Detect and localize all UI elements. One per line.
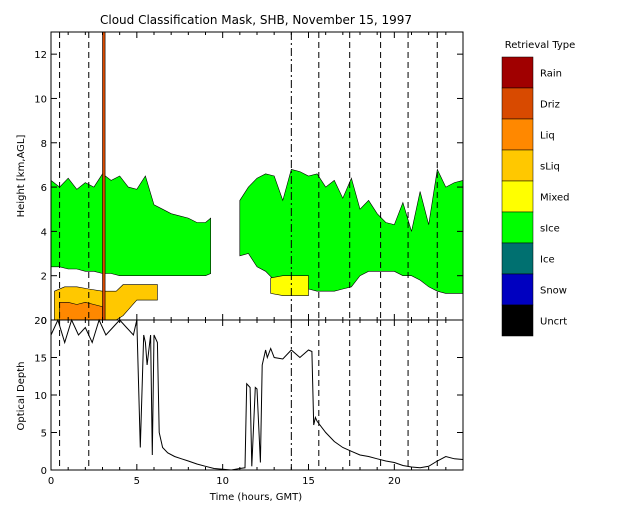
time-markers-top [59,32,438,320]
legend-label-liq: Liq [540,131,555,142]
chart-title: Cloud Classification Mask, SHB, November… [100,13,412,27]
legend-swatch-snow [501,273,534,306]
optical-depth-ytick-label: 5 [41,429,47,440]
legend-swatch-ice [501,242,534,275]
height-axis-label: Height [km,AGL] [16,135,27,218]
height-frame [50,31,464,321]
legend-label-sliq: sLiq [540,162,560,173]
height-panel: 0 2 4 6 8 10 12 Height [km,AGL] [16,31,464,327]
region-sice-0 [50,173,211,276]
optical-depth-xtick-label: 15 [302,476,315,487]
legend-label-driz: Driz [540,100,560,111]
region-liq-0 [59,301,103,321]
legend-swatch-driz [501,87,534,120]
height-ytick-label: 8 [41,139,47,150]
optical-depth-axis-label: Optical Depth [16,362,27,431]
optical-depth-ytick-label: 10 [34,391,47,402]
height-ytick-label: 0 [41,316,47,327]
legend-swatch-rain [501,56,534,89]
legend-label-rain: Rain [540,69,562,80]
time-markers-bottom [59,320,438,470]
legend-swatch-mixed [501,180,534,213]
height-ytick-label: 12 [34,50,47,61]
retrieval-type-legend: Retrieval Type Rain Driz Liq sLiq Mixed sIce I… [501,40,576,337]
region-driz-0 [102,31,106,321]
optical-depth-ytick-label: 15 [34,354,47,365]
optical-depth-xtick-label: 20 [388,476,401,487]
legend-label-sice: sIce [540,224,560,235]
legend-swatch-sliq [501,149,534,182]
optical-depth-xtick-label: 0 [48,476,54,487]
optical-depth-ytick-label: 0 [41,466,47,477]
legend-label-mixed: Mixed [540,193,570,204]
optical-depth-ytick-label: 20 [34,316,47,327]
time-axis-label: Time (hours, GMT) [209,492,303,503]
legend-title: Retrieval Type [505,40,576,51]
height-ytick-label: 10 [34,94,47,105]
optical-depth-xtick-label: 10 [216,476,229,487]
legend-swatch-sice [501,211,534,244]
optical-depth-line-0 [50,318,464,471]
legend-label-ice: Ice [540,255,555,266]
height-ytick-label: 2 [41,272,47,283]
legend-swatch-liq [501,118,534,151]
region-sice-1 [239,168,464,294]
optical-depth-xtick-label: 5 [134,476,140,487]
cloud-regions [50,31,464,321]
region-mixed-0 [270,275,309,296]
height-ytick-label: 6 [41,183,47,194]
height-ytick-label: 4 [41,227,47,238]
legend-swatch-uncrt [501,304,534,337]
optical-depth-series [50,318,464,471]
legend-label-uncrt: Uncrt [540,317,567,328]
legend-label-snow: Snow [540,286,567,297]
